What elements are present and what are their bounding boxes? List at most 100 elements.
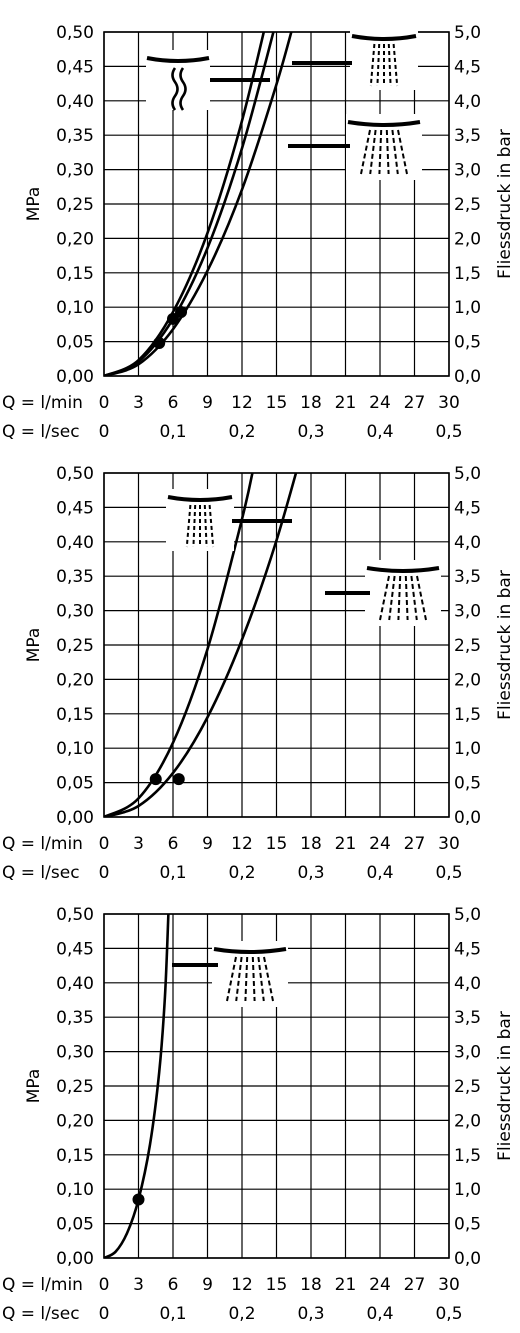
wide-spray-icon [212, 941, 288, 1007]
x-tick-label-lmin: 21 [335, 393, 357, 413]
x-tick-label-lmin: 24 [369, 393, 391, 413]
y-axis-title-right: Fliessdruck in bar [495, 129, 515, 279]
x-tick-label-lsec: 0,4 [366, 422, 393, 442]
y-tick-label-right: 1,5 [454, 1146, 481, 1166]
y-axis-title-left: MPa [24, 187, 44, 222]
y-tick-label-left: 0,00 [56, 808, 94, 828]
y-tick-label-left: 0,05 [56, 774, 94, 794]
series-marker-1 [132, 1193, 145, 1206]
spray-stream [244, 956, 249, 1002]
y-tick-label-left: 0,50 [56, 464, 94, 484]
x-axis-title-lmin: Q = l/min [2, 1275, 83, 1295]
spray-stream [185, 504, 192, 548]
spray-stream [208, 504, 215, 548]
x-tick-label-lsec: 0 [99, 422, 110, 442]
x-tick-label-lmin: 27 [404, 1275, 426, 1295]
y-tick-label-right: 3,0 [454, 1043, 481, 1063]
y-tick-label-right: 1,0 [454, 739, 481, 759]
y-tick-label-right: 2,5 [454, 195, 481, 215]
x-tick-label-lmin: 6 [168, 834, 179, 854]
spray-stream [257, 956, 265, 1002]
x-tick-label-lsec: 0,1 [159, 422, 186, 442]
y-tick-label-right: 2,5 [454, 636, 481, 656]
narrow-spray-icon [350, 28, 418, 90]
shower-head-bar [351, 34, 417, 41]
y-tick-label-left: 0,40 [56, 533, 94, 553]
x-axis-title-lsec: Q = l/sec [2, 863, 80, 883]
spray-stream [235, 956, 243, 1002]
x-tick-label-lmin: 24 [369, 834, 391, 854]
x-tick-label-lsec: 0,2 [228, 863, 255, 883]
x-tick-label-lmin: 9 [202, 1275, 213, 1295]
series-marker-2 [172, 773, 185, 786]
water-jet-line [179, 67, 187, 111]
series-line-2 [104, 473, 298, 817]
y-tick-label-right: 5,0 [454, 464, 481, 484]
y-tick-label-left: 0,20 [56, 229, 94, 249]
x-tick-label-lmin: 15 [266, 393, 288, 413]
spray-stream [387, 43, 392, 87]
y-tick-label-right: 0,5 [454, 774, 481, 794]
y-tick-label-right: 0,0 [454, 1249, 481, 1269]
x-tick-label-lmin: 3 [133, 393, 144, 413]
spray-stream [192, 504, 197, 548]
spray-stream [388, 575, 396, 621]
y-tick-label-right: 5,0 [454, 23, 481, 43]
spray-stream [391, 129, 399, 175]
x-tick-label-lmin: 3 [133, 834, 144, 854]
x-tick-label-lsec: 0,1 [159, 863, 186, 883]
series-line-3 [104, 32, 293, 376]
x-tick-label-lmin: 21 [335, 1275, 357, 1295]
x-tick-label-lsec: 0,3 [297, 863, 324, 883]
y-tick-label-left: 0,25 [56, 1077, 94, 1097]
y-tick-label-right: 1,0 [454, 1180, 481, 1200]
y-tick-label-left: 0,35 [56, 1008, 94, 1028]
plot-frame [103, 31, 450, 377]
y-tick-label-left: 0,25 [56, 636, 94, 656]
x-tick-label-lmin: 12 [231, 1275, 253, 1295]
y-tick-label-left: 0,30 [56, 602, 94, 622]
shower-head-bar [366, 566, 440, 573]
y-tick-label-left: 0,20 [56, 1111, 94, 1131]
x-tick-label-lmin: 18 [300, 393, 322, 413]
y-tick-label-left: 0,40 [56, 974, 94, 994]
x-tick-label-lsec: 0,5 [435, 422, 462, 442]
narrow-spray-icon [166, 489, 234, 551]
x-tick-label-lmin: 21 [335, 834, 357, 854]
x-tick-label-lmin: 18 [300, 1275, 322, 1295]
y-tick-label-left: 0,35 [56, 567, 94, 587]
y-tick-label-right: 0,0 [454, 367, 481, 387]
x-axis-title-lsec: Q = l/sec [2, 422, 80, 442]
y-tick-label-right: 5,0 [454, 905, 481, 925]
x-tick-label-lsec: 0,4 [366, 1304, 393, 1324]
y-tick-label-left: 0,45 [56, 57, 94, 77]
y-tick-label-left: 0,45 [56, 498, 94, 518]
y-tick-label-right: 3,5 [454, 126, 481, 146]
spray-stream [404, 575, 409, 621]
y-tick-label-right: 4,0 [454, 974, 481, 994]
wide-spray-icon [346, 114, 422, 180]
series-line-2 [104, 32, 266, 376]
y-tick-label-right: 0,0 [454, 808, 481, 828]
y-tick-label-right: 2,0 [454, 670, 481, 690]
x-tick-label-lsec: 0,3 [297, 1304, 324, 1324]
x-tick-label-lsec: 0,3 [297, 422, 324, 442]
y-tick-label-left: 0,15 [56, 705, 94, 725]
x-tick-label-lmin: 27 [404, 834, 426, 854]
y-tick-label-left: 0,30 [56, 161, 94, 181]
curves [104, 914, 170, 1258]
x-axis-title-lsec: Q = l/sec [2, 1304, 80, 1324]
x-tick-label-lmin: 30 [438, 393, 460, 413]
wide-spray-icon [365, 560, 441, 626]
y-tick-label-left: 0,30 [56, 1043, 94, 1063]
y-tick-label-left: 0,25 [56, 195, 94, 215]
y-tick-label-right: 1,0 [454, 298, 481, 318]
y-tick-label-left: 0,10 [56, 739, 94, 759]
spray-stream [251, 956, 256, 1002]
y-tick-label-left: 0,05 [56, 333, 94, 353]
y-tick-label-right: 4,5 [454, 939, 481, 959]
series-line-1 [104, 914, 170, 1258]
spray-stream [378, 129, 383, 175]
y-tick-label-right: 3,5 [454, 1008, 481, 1028]
